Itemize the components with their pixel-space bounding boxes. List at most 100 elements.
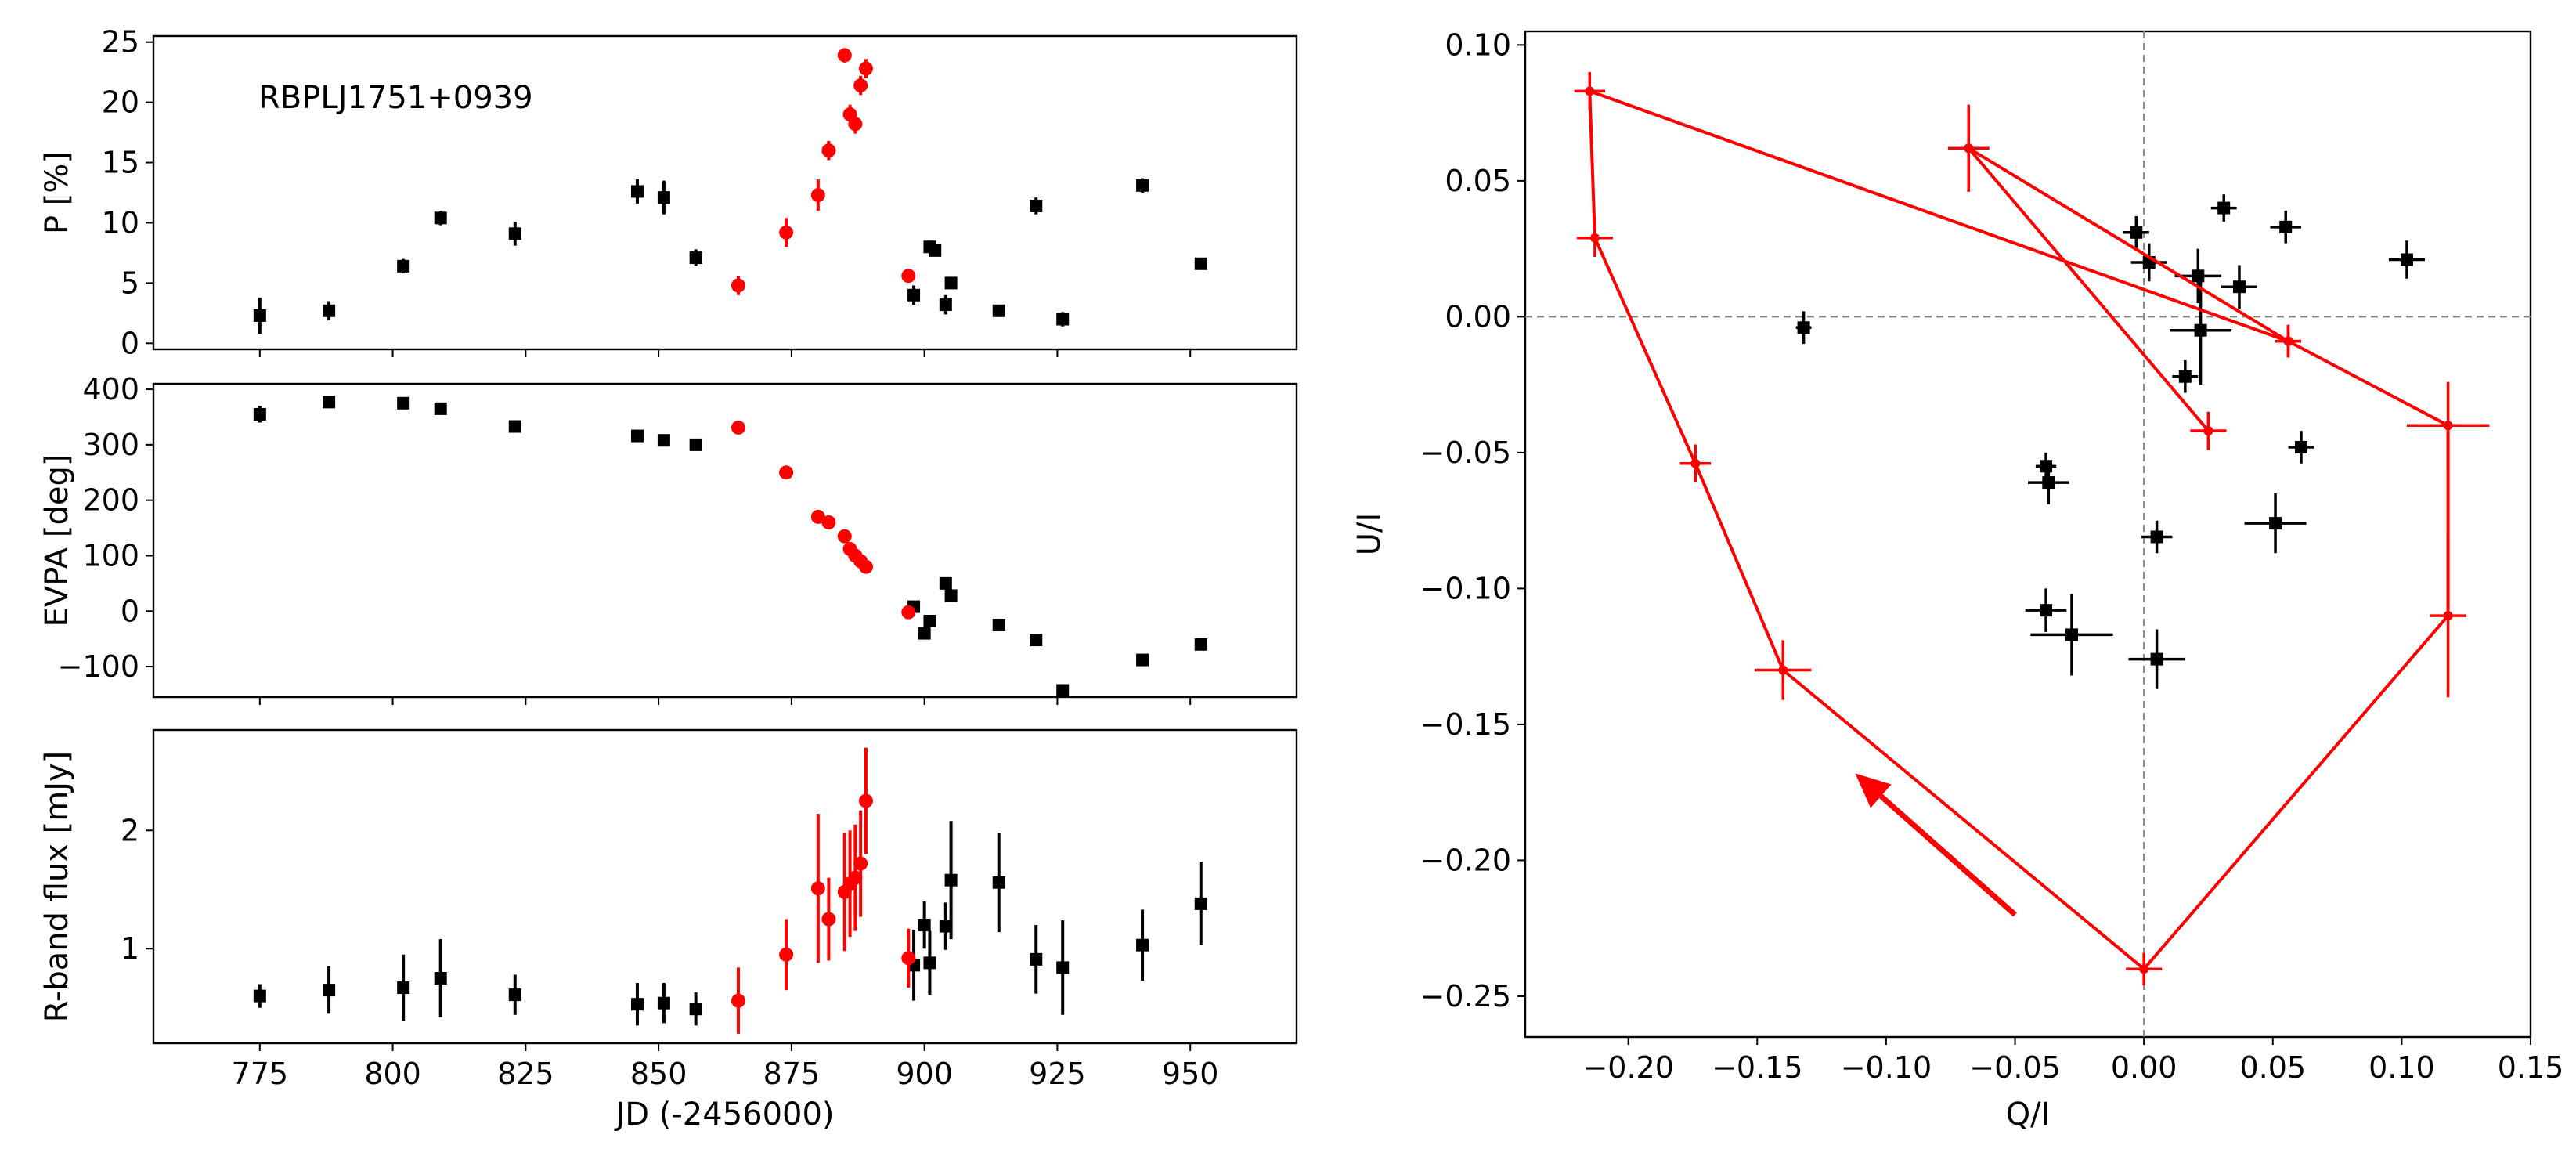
data-point-square	[397, 981, 410, 995]
data-point-square	[944, 276, 958, 290]
y-tick-label: 400	[82, 372, 139, 406]
x-tick-label: −0.10	[1841, 1050, 1932, 1085]
x-tick-label: 0.05	[2239, 1050, 2306, 1085]
data-point-circle	[2443, 421, 2453, 431]
x-tick-label: 950	[1162, 1057, 1219, 1091]
data-point-square	[2040, 460, 2053, 473]
data-point-square	[2294, 440, 2307, 453]
data-point-square	[939, 576, 952, 590]
y-tick-label: 1	[121, 931, 139, 966]
data-point-square	[2065, 628, 2078, 641]
y-tick-label: 100	[82, 538, 139, 573]
direction-arrow-head	[1855, 773, 1892, 808]
data-point-square	[2150, 652, 2163, 666]
evpa-panel: EVPA [deg] −100 0 100 200 300 400	[39, 372, 1298, 705]
data-point-square	[657, 434, 670, 447]
x-tick-label: 850	[630, 1057, 687, 1091]
data-point-circle	[837, 529, 852, 544]
plot-frame	[152, 382, 1298, 699]
x-tick-label: 0.15	[2498, 1050, 2564, 1085]
y-tick-label: −0.05	[1420, 435, 1511, 470]
data-point-square	[992, 304, 1005, 317]
data-point-square	[992, 618, 1005, 631]
data-point-square	[1194, 897, 1207, 910]
data-point-square	[944, 589, 958, 602]
data-point-square	[918, 919, 931, 932]
data-point-square	[1056, 313, 1070, 326]
data-point-square	[1194, 257, 1207, 270]
data-point-square	[929, 244, 942, 257]
x-tick-label: −0.20	[1582, 1050, 1673, 1085]
data-point-square	[508, 988, 521, 1002]
data-point-square	[508, 420, 521, 433]
data-point-square	[323, 396, 336, 409]
data-point-square	[1056, 684, 1070, 697]
y-tick-label: −0.25	[1420, 979, 1511, 1013]
y-tick-label: 300	[82, 428, 139, 462]
data-point-square	[253, 309, 266, 322]
y-axis-label: U/I	[1351, 513, 1387, 556]
y-tick-label: 0.10	[1445, 27, 1511, 62]
plot-frame	[152, 728, 1298, 1045]
data-point-square	[1136, 653, 1149, 667]
data-point-square	[434, 211, 447, 225]
data-point-square	[992, 876, 1005, 889]
polarization-degree-panel: RBPLJ1751+0939 P [%] 0 5 10 15 20 25	[39, 25, 1298, 360]
data-point-square	[657, 996, 670, 1010]
data-point-square	[1030, 199, 1043, 212]
data-point-square	[508, 227, 521, 240]
y-axis-label: R-band flux [mJy]	[39, 751, 75, 1023]
data-point-square	[2269, 517, 2282, 530]
data-marks: 0 5 10 15 20 25	[102, 25, 1207, 360]
data-point-circle	[853, 856, 868, 871]
x-tick-label: 900	[896, 1057, 953, 1091]
y-tick-label: 25	[102, 25, 139, 60]
data-point-circle	[2139, 964, 2149, 974]
data-point-circle	[731, 278, 745, 293]
x-tick-label: −0.05	[1969, 1050, 2060, 1085]
data-point-square	[2194, 323, 2207, 337]
data-point-circle	[1589, 233, 1600, 243]
data-point-square	[918, 627, 931, 640]
plot-frame	[1524, 30, 2532, 1039]
data-marks: 1 2 775 800 825 850 875 900 925 950	[121, 747, 1219, 1091]
plot-frame	[152, 34, 1298, 351]
y-tick-label: −0.20	[1420, 843, 1511, 877]
data-point-square	[923, 615, 936, 628]
data-point-square	[2400, 253, 2413, 266]
data-point-square	[1056, 961, 1070, 974]
data-point-circle	[837, 48, 852, 63]
x-tick-label: −0.15	[1712, 1050, 1802, 1085]
data-point-circle	[901, 605, 916, 620]
data-point-square	[397, 259, 410, 273]
y-tick-label: −100	[58, 649, 139, 684]
x-tick-label: 825	[497, 1057, 554, 1091]
data-point-square	[689, 1003, 702, 1016]
data-point-square	[397, 396, 410, 410]
x-tick-label: 925	[1029, 1057, 1086, 1091]
y-axis-label: P [%]	[39, 151, 75, 234]
data-point-circle	[821, 912, 836, 927]
data-point-square	[2178, 370, 2192, 383]
data-point-square	[2150, 530, 2163, 544]
y-tick-label: 0.05	[1445, 164, 1511, 198]
data-point-square	[1030, 634, 1043, 647]
data-point-square	[323, 984, 336, 997]
y-tick-label: −0.10	[1420, 571, 1511, 605]
data-point-circle	[810, 881, 825, 896]
y-tick-label: 15	[102, 146, 139, 180]
r-band-flux-panel: R-band flux [mJy] JD (-2456000) 1 2 775 800…	[39, 728, 1298, 1133]
x-axis-label: JD (-2456000)	[613, 1097, 834, 1133]
data-point-square	[253, 407, 266, 421]
y-tick-label: 0.00	[1445, 299, 1511, 334]
data-point-square	[923, 956, 936, 970]
y-tick-label: −0.15	[1420, 707, 1511, 742]
x-tick-label: 775	[232, 1057, 289, 1091]
data-point-square	[2232, 280, 2246, 294]
data-marks: −0.25 −0.20 −0.15 −0.10 −0.05 0.00 0.05 0.10 −0.…	[1420, 27, 2564, 1085]
x-axis-label: Q/I	[2006, 1097, 2051, 1133]
data-point-circle	[731, 420, 745, 435]
y-tick-label: 10	[102, 205, 139, 240]
data-point-square	[2040, 604, 2053, 617]
